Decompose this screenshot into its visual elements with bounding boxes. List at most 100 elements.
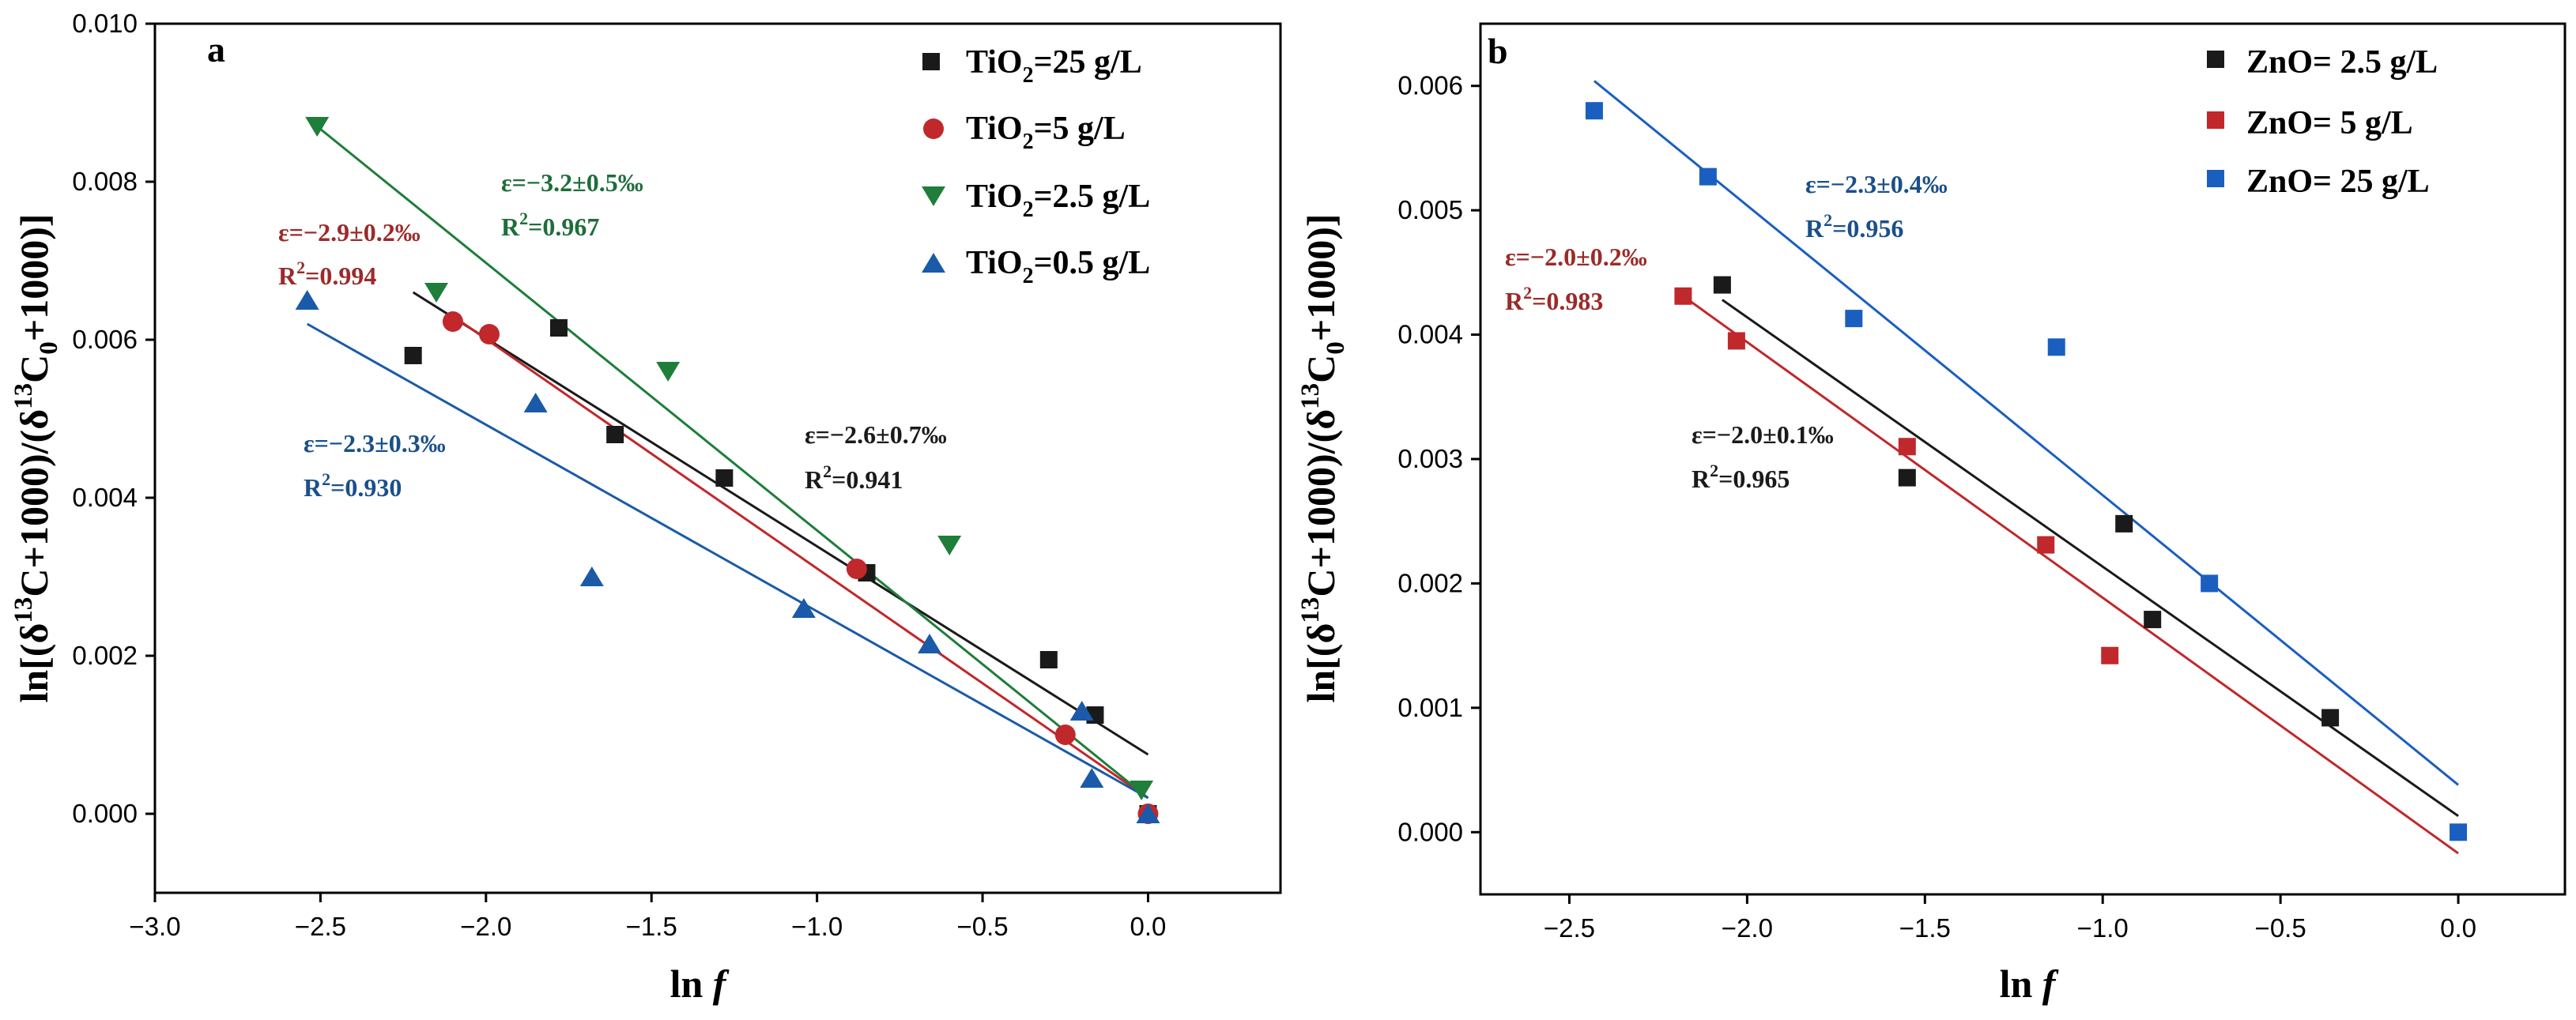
data-point-tio2-0-5 xyxy=(1069,701,1094,721)
legend-label-zno-5: ZnO= 5 g/L xyxy=(2246,105,2413,141)
data-point-tio2-25 xyxy=(404,347,422,364)
y-tick-label: 0.008 xyxy=(72,167,138,196)
annotation-zno-2-5: ε=−2.0±0.1‰ R2=0.965 xyxy=(1692,420,1834,493)
legend-label-zno-25: ZnO= 25 g/L xyxy=(2246,164,2430,200)
x-tick-label: −2.5 xyxy=(1544,913,1595,943)
annotation-zno-25: ε=−2.3±0.4‰ R2=0.956 xyxy=(1805,170,1948,243)
fit-line-tio2-2-5 xyxy=(316,125,1149,800)
plot-frame-a xyxy=(153,22,1282,894)
x-axis-title-a: ln f xyxy=(670,962,730,1006)
annotation-zno-5: ε=−2.0±0.2‰ R2=0.983 xyxy=(1505,243,1647,315)
data-point-tio2-25 xyxy=(606,426,624,443)
x-tick-label: 0.0 xyxy=(2440,913,2476,943)
x-tick-label: −2.5 xyxy=(295,912,346,941)
x-tick-label: −1.0 xyxy=(2077,913,2129,943)
legend-marker-zno-5 xyxy=(2207,111,2224,129)
annotation-r2: R2=0.994 xyxy=(278,258,376,290)
y-tick-label: 0.004 xyxy=(1397,320,1463,349)
y-tick-label: 0.005 xyxy=(1397,195,1463,224)
data-point-zno-2-5 xyxy=(1713,276,1731,294)
y-axis-title-a: ln[(δ13C+1000)/(δ13C0+1000)] xyxy=(9,213,63,702)
data-point-tio2-5 xyxy=(479,324,500,344)
data-point-zno-25 xyxy=(1699,167,1717,186)
annotation-r2: R2=0.941 xyxy=(805,461,903,494)
data-point-tio2-5 xyxy=(1054,725,1076,745)
data-point-zno-5 xyxy=(1674,287,1692,305)
y-tick-label: 0.010 xyxy=(72,9,138,38)
data-point-zno-5 xyxy=(1727,332,1745,350)
fit-line-zno-25 xyxy=(1593,80,2459,786)
fit-lines-b xyxy=(1593,80,2459,855)
fit-line-tio2-0-5 xyxy=(306,322,1149,800)
y-tick-label: 0.001 xyxy=(1397,693,1463,722)
data-point-tio2-2-5 xyxy=(656,362,681,382)
annotation-tio2-5: ε=−2.9±0.2‰ R2=0.994 xyxy=(278,218,421,290)
x-tick-label: −0.5 xyxy=(956,912,1008,941)
annotation-eps: ε=−2.0±0.2‰ xyxy=(1505,243,1647,271)
x-tick-label: −2.0 xyxy=(460,912,511,941)
annotation-r2: R2=0.930 xyxy=(304,469,402,502)
legend-marker-zno-25 xyxy=(2207,170,2224,187)
legend-a: TiO2=25 g/L TiO2=5 g/L TiO2=2.5 g/L TiO2… xyxy=(922,44,1150,288)
fit-lines-a xyxy=(306,125,1149,800)
data-points-b xyxy=(1585,102,2468,841)
data-point-tio2-25 xyxy=(549,319,568,337)
data-point-zno-25 xyxy=(1585,102,1603,120)
ticks-b: −2.5 −2.0 −1.5 −1.0 −0.5 0.0 0.000 0.001 0.002 0.… xyxy=(1397,71,2476,943)
x-tick-label: −2.0 xyxy=(1722,913,1773,943)
annotation-r2: R2=0.967 xyxy=(501,209,599,241)
y-axis-title-b: ln[(δ13C+1000)/(δ13C0+1000)] xyxy=(1296,213,1350,702)
data-point-zno-2-5 xyxy=(2115,514,2133,533)
annotation-eps: ε=−2.9±0.2‰ xyxy=(278,218,421,247)
y-tick-label: 0.006 xyxy=(72,325,138,354)
panel-label-b: b xyxy=(1488,31,1508,71)
y-tick-label: 0.002 xyxy=(72,641,138,670)
data-point-tio2-25 xyxy=(715,469,734,487)
legend-label-tio2-25: TiO2=25 g/L xyxy=(966,44,1142,88)
legend-b: ZnO= 2.5 g/L ZnO= 5 g/L ZnO= 25 g/L xyxy=(2207,44,2438,200)
data-point-zno-25 xyxy=(2047,338,2065,356)
fit-line-zno-2-5 xyxy=(1722,299,2459,818)
legend-label-tio2-2-5: TiO2=2.5 g/L xyxy=(966,179,1150,222)
data-point-zno-2-5 xyxy=(1898,469,1916,487)
data-point-tio2-0-5 xyxy=(523,393,548,412)
annotation-r2: R2=0.956 xyxy=(1805,210,1903,243)
data-point-zno-5 xyxy=(2037,536,2055,554)
data-point-tio2-25 xyxy=(1039,651,1058,668)
x-tick-label: 0.0 xyxy=(1130,912,1167,941)
data-point-zno-2-5 xyxy=(2321,709,2340,727)
data-point-tio2-0-5 xyxy=(918,634,942,653)
x-tick-label: −1.5 xyxy=(1899,913,1951,943)
data-point-tio2-2-5 xyxy=(424,283,448,303)
data-point-zno-25 xyxy=(2450,823,2468,841)
data-point-zno-25 xyxy=(1845,310,1863,328)
annotation-eps: ε=−2.6±0.7‰ xyxy=(805,420,947,449)
y-tick-label: 0.000 xyxy=(72,799,138,828)
legend-marker-tio2-5 xyxy=(923,119,944,139)
data-point-tio2-2-5 xyxy=(305,117,330,137)
annotation-r2: R2=0.983 xyxy=(1505,283,1603,315)
y-tick-label: 0.002 xyxy=(1397,568,1463,597)
x-tick-label: −0.5 xyxy=(2255,913,2306,943)
data-point-zno-25 xyxy=(2201,574,2219,593)
y-tick-label: 0.004 xyxy=(72,483,138,512)
annotation-eps: ε=−3.2±0.5‰ xyxy=(501,168,643,197)
data-point-tio2-0-5 xyxy=(1136,804,1160,823)
y-tick-label: 0.006 xyxy=(1397,71,1463,100)
annotation-r2: R2=0.965 xyxy=(1692,461,1790,493)
data-point-zno-5 xyxy=(1898,438,1916,456)
annotation-eps: ε=−2.0±0.1‰ xyxy=(1692,420,1834,449)
legend-marker-zno-2-5 xyxy=(2207,51,2224,68)
x-tick-label: −1.0 xyxy=(791,912,843,941)
data-point-zno-5 xyxy=(2101,646,2119,664)
legend-marker-tio2-2-5 xyxy=(922,186,945,206)
legend-label-tio2-0-5: TiO2=0.5 g/L xyxy=(966,245,1150,288)
data-point-tio2-0-5 xyxy=(1080,768,1104,788)
annotation-tio2-2-5: ε=−3.2±0.5‰ R2=0.967 xyxy=(501,168,643,241)
panel-a: −3.0 −2.5 −2.0 −1.5 −1.0 −0.5 0.0 0.000 0.002 0.0… xyxy=(9,9,1282,1006)
y-tick-label: 0.000 xyxy=(1397,817,1463,846)
x-tick-label: −3.0 xyxy=(129,912,180,941)
data-point-tio2-0-5 xyxy=(579,566,604,586)
data-point-tio2-5 xyxy=(846,559,867,579)
